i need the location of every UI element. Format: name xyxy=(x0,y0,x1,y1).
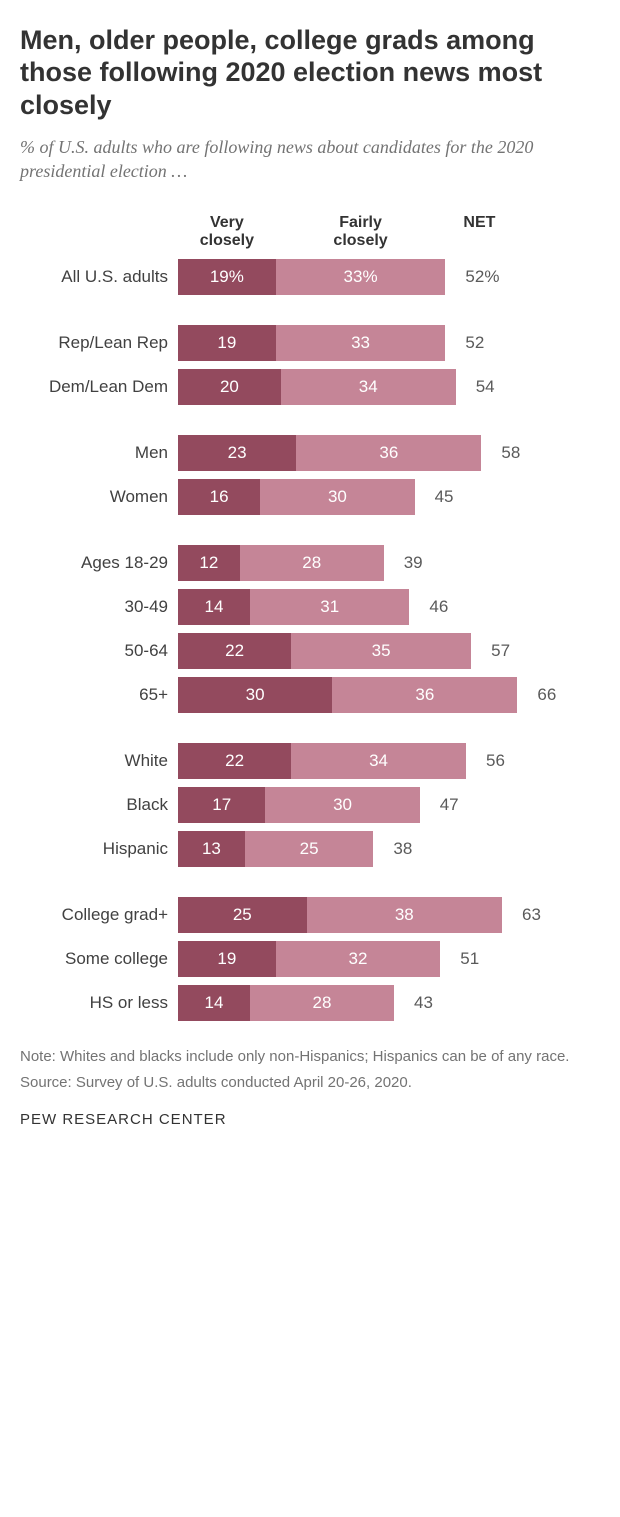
bar-segment-fairly: 33 xyxy=(276,325,446,361)
bar-segment-very: 30 xyxy=(178,677,332,713)
chart-group: Rep/Lean Rep1933 52 Dem/Lean Dem2034 54 xyxy=(20,325,600,405)
bar-segment-fairly: 33% xyxy=(276,259,446,295)
chart-row: All U.S. adults19%33% 52% xyxy=(20,259,600,295)
bar-segment-fairly: 36 xyxy=(296,435,481,471)
brand-label: PEW RESEARCH CENTER xyxy=(20,1111,600,1128)
row-label: 30-49 xyxy=(20,597,178,617)
bar-segment-fairly: 38 xyxy=(307,897,502,933)
bar-segment-fairly: 34 xyxy=(291,743,466,779)
bar-segment-very: 14 xyxy=(178,589,250,625)
bar-segment-very: 25 xyxy=(178,897,307,933)
chart-group: Men2336 58 Women1630 45 xyxy=(20,435,600,515)
chart-row: Ages 18-291228 39 xyxy=(20,545,600,581)
row-label: Dem/Lean Dem xyxy=(20,377,178,397)
net-value: 52% xyxy=(465,267,499,287)
row-label: Hispanic xyxy=(20,839,178,859)
bar-segment-very: 17 xyxy=(178,787,265,823)
bar-segment-fairly: 30 xyxy=(260,479,414,515)
bar-segment-fairly: 35 xyxy=(291,633,471,669)
chart-row: Rep/Lean Rep1933 52 xyxy=(20,325,600,361)
net-value: 56 xyxy=(486,751,505,771)
row-label: Ages 18-29 xyxy=(20,553,178,573)
row-label: Some college xyxy=(20,949,178,969)
chart-row: Women1630 45 xyxy=(20,479,600,515)
bar-chart: VerycloselyFairlyclosely NET All U.S. adu… xyxy=(20,214,600,1021)
chart-row: 30-491431 46 xyxy=(20,589,600,625)
bar-segment-very: 16 xyxy=(178,479,260,515)
col-header-very: Veryclosely xyxy=(178,214,276,251)
bar-segment-fairly: 30 xyxy=(265,787,419,823)
row-label: Rep/Lean Rep xyxy=(20,333,178,353)
chart-row: Dem/Lean Dem2034 54 xyxy=(20,369,600,405)
chart-group: White2234 56 Black1730 47 Hispanic1325 38 xyxy=(20,743,600,867)
chart-row: Men2336 58 xyxy=(20,435,600,471)
chart-group: Ages 18-291228 39 30-491431 46 50-642235 57 65… xyxy=(20,545,600,713)
bar-segment-fairly: 34 xyxy=(281,369,456,405)
chart-group: All U.S. adults19%33% 52% xyxy=(20,259,600,295)
net-value: 51 xyxy=(460,949,479,969)
bar-segment-fairly: 31 xyxy=(250,589,409,625)
row-label: White xyxy=(20,751,178,771)
chart-title: Men, older people, college grads among t… xyxy=(20,24,600,121)
bar-segment-fairly: 28 xyxy=(250,985,394,1021)
row-label: 65+ xyxy=(20,685,178,705)
footnote: Note: Whites and blacks include only non… xyxy=(20,1047,600,1067)
bar-segment-fairly: 36 xyxy=(332,677,517,713)
chart-row: Black1730 47 xyxy=(20,787,600,823)
chart-row: Some college1932 51 xyxy=(20,941,600,977)
bar-segment-very: 13 xyxy=(178,831,245,867)
bar-segment-very: 22 xyxy=(178,633,291,669)
net-value: 57 xyxy=(491,641,510,661)
row-label: College grad+ xyxy=(20,905,178,925)
source-text: Source: Survey of U.S. adults conducted … xyxy=(20,1073,600,1093)
bar-segment-fairly: 25 xyxy=(245,831,374,867)
col-header-net: NET xyxy=(463,214,495,251)
chart-row: HS or less1428 43 xyxy=(20,985,600,1021)
net-value: 52 xyxy=(465,333,484,353)
bar-segment-very: 19 xyxy=(178,941,276,977)
net-value: 45 xyxy=(435,487,454,507)
row-label: All U.S. adults xyxy=(20,267,178,287)
net-value: 47 xyxy=(440,795,459,815)
bar-segment-very: 19 xyxy=(178,325,276,361)
row-label: Women xyxy=(20,487,178,507)
net-value: 38 xyxy=(393,839,412,859)
chart-row: College grad+2538 63 xyxy=(20,897,600,933)
row-label: Black xyxy=(20,795,178,815)
net-value: 39 xyxy=(404,553,423,573)
bar-segment-very: 20 xyxy=(178,369,281,405)
row-label: 50-64 xyxy=(20,641,178,661)
net-value: 63 xyxy=(522,905,541,925)
net-value: 46 xyxy=(429,597,448,617)
chart-row: 65+3036 66 xyxy=(20,677,600,713)
bar-segment-fairly: 28 xyxy=(240,545,384,581)
bar-segment-very: 23 xyxy=(178,435,296,471)
bar-segment-very: 22 xyxy=(178,743,291,779)
chart-subtitle: % of U.S. adults who are following news … xyxy=(20,135,600,184)
net-value: 66 xyxy=(537,685,556,705)
net-value: 54 xyxy=(476,377,495,397)
bar-segment-very: 14 xyxy=(178,985,250,1021)
chart-row: Hispanic1325 38 xyxy=(20,831,600,867)
col-header-fairly: Fairlyclosely xyxy=(276,214,446,251)
bar-segment-fairly: 32 xyxy=(276,941,441,977)
net-value: 58 xyxy=(501,443,520,463)
column-headers: VerycloselyFairlyclosely NET xyxy=(20,214,600,251)
net-value: 43 xyxy=(414,993,433,1013)
row-label: HS or less xyxy=(20,993,178,1013)
chart-row: 50-642235 57 xyxy=(20,633,600,669)
bar-segment-very: 12 xyxy=(178,545,240,581)
chart-group: College grad+2538 63 Some college1932 51 HS … xyxy=(20,897,600,1021)
bar-segment-very: 19% xyxy=(178,259,276,295)
chart-row: White2234 56 xyxy=(20,743,600,779)
row-label: Men xyxy=(20,443,178,463)
